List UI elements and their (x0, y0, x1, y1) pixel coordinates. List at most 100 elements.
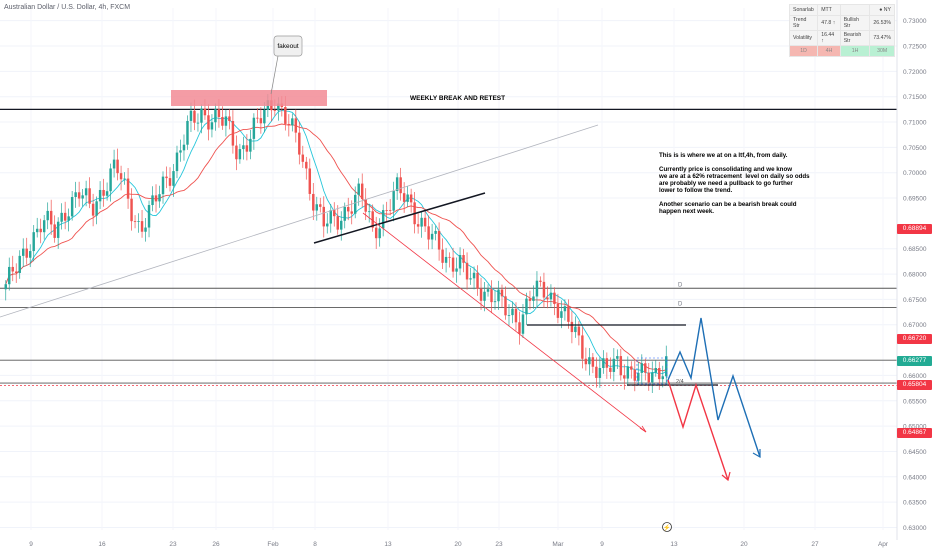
candle-body (224, 116, 228, 126)
candle-body (591, 357, 595, 367)
candle-body (294, 118, 298, 133)
y-tick-label: 0.67500 (903, 297, 927, 304)
candle-body (25, 248, 28, 258)
candle-body (88, 188, 91, 204)
candle-body (15, 271, 18, 273)
info-row: Sonarlab MTT ● NY (788, 4, 895, 16)
x-tick-label: 27 (811, 541, 819, 548)
candle-body (347, 206, 350, 212)
candle-body (532, 296, 535, 301)
analysis-note: This is is where we at on a ltf,4h, from… (659, 152, 810, 215)
candle-body (231, 121, 235, 146)
candle-body (658, 368, 661, 380)
candle-body (207, 115, 210, 130)
candle-body (140, 221, 144, 232)
y-tick-label: 0.67000 (903, 322, 927, 329)
candle-body (455, 268, 458, 272)
candle-body (518, 322, 521, 334)
candle-body (8, 266, 11, 285)
moving-averages (5, 109, 667, 375)
candle-body (374, 227, 378, 239)
price-marker: 0.68894 (897, 223, 932, 234)
candle-body (542, 281, 546, 298)
candle-body (168, 178, 172, 186)
candle-body (612, 358, 616, 372)
candle-body (11, 266, 14, 272)
candle-body (109, 168, 112, 192)
candle-body (406, 194, 409, 202)
y-tick-label: 0.70000 (903, 170, 927, 177)
candle-body (102, 189, 105, 196)
candle-body (364, 199, 367, 212)
candle-body (42, 220, 46, 233)
candle-body (70, 197, 74, 217)
candle-body (437, 230, 441, 250)
candle-body (119, 173, 123, 180)
candle-body (46, 210, 49, 221)
info-cell: Trend Str (788, 15, 819, 31)
candle-body (665, 356, 668, 377)
candle-body (200, 108, 203, 123)
x-tick-label: 23 (495, 541, 503, 548)
info-cell: Volatility (788, 30, 819, 46)
candle-body (63, 212, 67, 221)
candle-body (472, 272, 476, 279)
candle-body (39, 228, 42, 233)
candle-body (490, 289, 493, 303)
candle-body (563, 306, 567, 312)
candle-body (35, 228, 39, 233)
candle-body (567, 306, 570, 322)
candle-body (172, 171, 175, 186)
candle-body (588, 357, 591, 365)
candle-body (609, 367, 612, 372)
candle-body (147, 205, 151, 228)
supply-zone (171, 90, 327, 106)
candle-body (647, 372, 651, 383)
x-tick-label: Feb (267, 541, 279, 548)
candle-body (574, 326, 577, 333)
candle-body (60, 212, 63, 222)
x-tick-label: 16 (98, 541, 106, 548)
candle-body (427, 226, 430, 240)
candle-body (381, 210, 385, 229)
candle-body (651, 372, 654, 383)
slow-moving-average (5, 123, 667, 372)
candle-body (388, 210, 392, 211)
info-cell: 47.8 ↑ (817, 15, 841, 31)
info-cell: 26.53% (869, 15, 895, 31)
daily-level-label: D (678, 282, 683, 288)
info-cell: 30M (869, 45, 895, 57)
candle-body (500, 289, 504, 297)
candle-body (249, 138, 252, 152)
candle-body (112, 159, 116, 169)
candle-body (371, 211, 374, 228)
lightning-glyph: ⚡ (663, 524, 670, 532)
price-marker: 0.65804 (897, 380, 932, 391)
candle-body (479, 288, 483, 301)
candle-body (144, 227, 147, 232)
channel-line (362, 212, 647, 433)
candle-body (273, 110, 277, 111)
horizontal-levels: DD (0, 108, 897, 386)
y-tick-label: 0.65500 (903, 398, 927, 405)
candle-body (182, 144, 186, 151)
candle-body (105, 191, 109, 196)
x-tick-label: 26 (212, 541, 220, 548)
fast-moving-average (5, 109, 667, 375)
candle-body (95, 201, 98, 216)
y-tick-label: 0.63500 (903, 500, 927, 507)
x-tick-label: 20 (740, 541, 748, 548)
candle-body (353, 194, 357, 214)
y-tick-label: 0.72000 (903, 69, 927, 76)
candle-body (584, 358, 588, 365)
candle-body (395, 177, 399, 192)
candle-body (301, 154, 305, 162)
candle-body (465, 262, 469, 280)
candle-body (151, 195, 154, 206)
candle-body (326, 223, 329, 227)
info-cell (839, 4, 871, 16)
candle-body (570, 321, 574, 333)
candle-body (441, 249, 444, 263)
candle-body (420, 217, 423, 227)
